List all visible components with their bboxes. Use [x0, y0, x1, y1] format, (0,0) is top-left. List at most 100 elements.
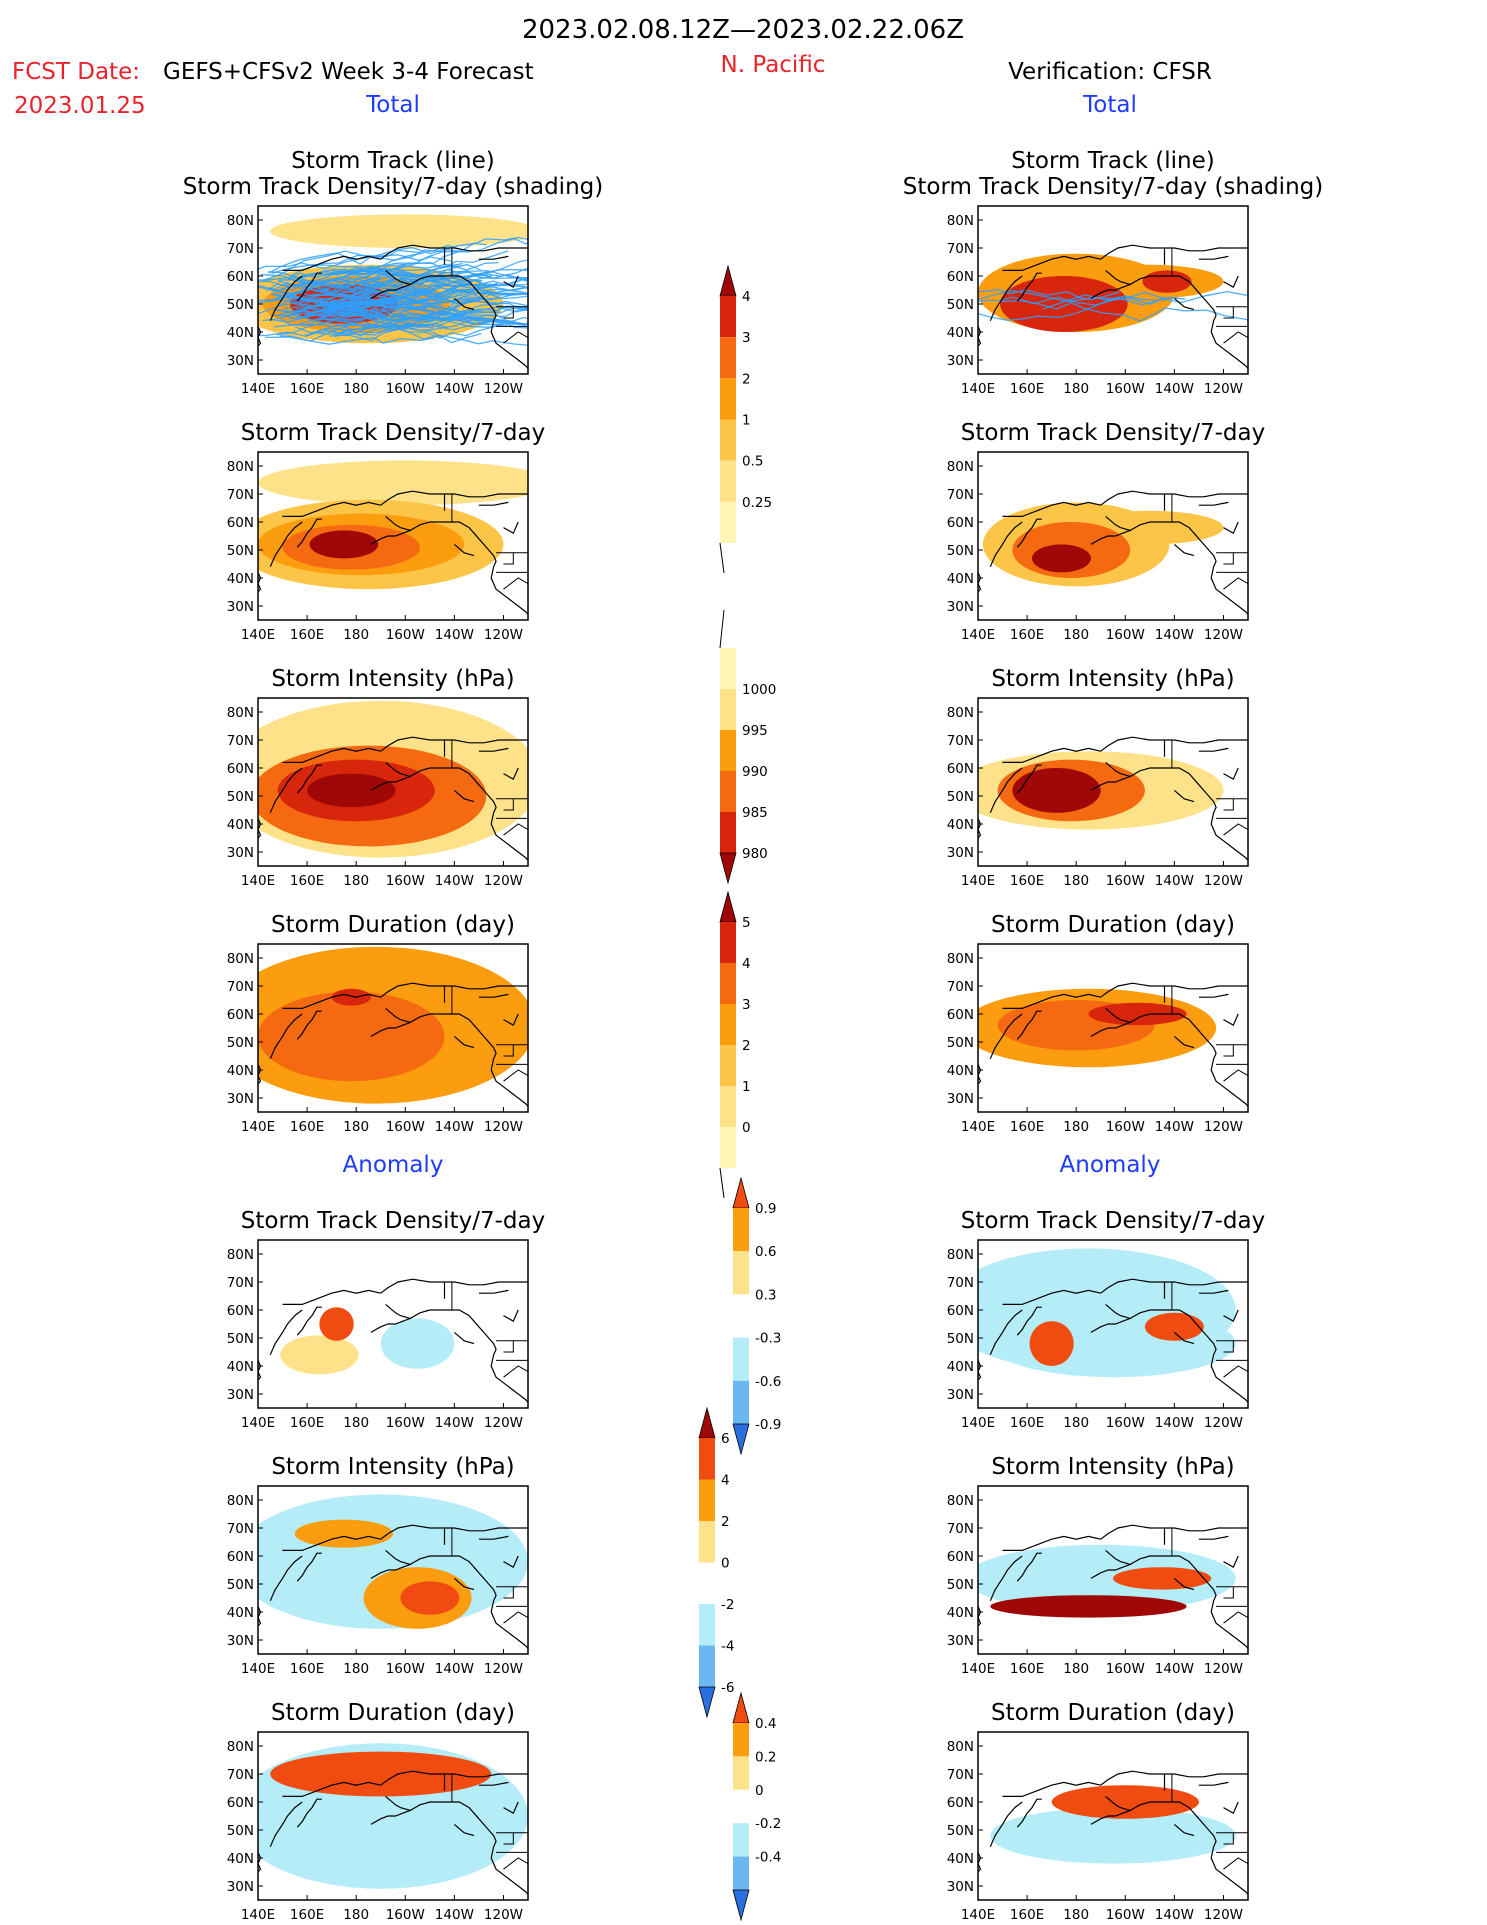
colorbar-level-label: 4 — [742, 956, 751, 972]
colorbar-swatch — [720, 963, 736, 1004]
storm-track-line — [325, 306, 528, 326]
colorbar-level-label: 5 — [742, 915, 751, 931]
colorbar-level-label: 995 — [742, 723, 768, 739]
lon-tick-label: 140E — [241, 873, 275, 889]
lon-tick-label: 140W — [1155, 1661, 1194, 1677]
map-frame — [257, 1239, 529, 1409]
coastline — [1016, 1010, 1042, 1040]
storm-track-line — [260, 273, 403, 285]
colorbar-level-label: 4 — [721, 1473, 730, 1489]
colorbar-swatch — [720, 378, 736, 420]
lon-tick-label: 160E — [1010, 1119, 1044, 1135]
lat-tick-label: 50N — [227, 1331, 254, 1347]
lon-tick-label: 120W — [484, 1661, 523, 1677]
panel-subtitle: Storm Track Density/7-day (shading) — [903, 174, 1323, 200]
lon-tick-label: 180 — [1063, 627, 1089, 643]
lat-tick-label: 30N — [947, 599, 974, 615]
coastline — [978, 1360, 982, 1381]
shading-blob-1 — [319, 1307, 354, 1341]
colorbar-arrow-top — [719, 264, 737, 297]
colorbar-level-label: 1000 — [742, 682, 776, 698]
section-total-left: Total — [365, 92, 420, 118]
lon-tick-label: 120W — [1204, 1415, 1243, 1431]
lat-tick-label: 50N — [227, 1823, 254, 1839]
coastline — [1002, 1289, 1101, 1305]
lat-tick-label: 80N — [227, 951, 254, 967]
lat-tick-label: 60N — [227, 515, 254, 531]
political-border — [503, 1832, 514, 1845]
storm-track-line — [291, 288, 460, 314]
lat-tick-label: 60N — [947, 761, 974, 777]
coastline — [1090, 1007, 1133, 1037]
colorbar-arrow-top — [732, 1691, 750, 1724]
lat-tick-label: 70N — [227, 1275, 254, 1291]
coastline — [370, 269, 413, 299]
map-frame — [257, 1731, 529, 1901]
coastline — [1223, 275, 1239, 289]
coastline — [1129, 1013, 1248, 1107]
map-panel-verif-anom-intensity: Storm Intensity (hPa) 80N 70N 60N 50N 40N 30N 1… — [947, 1454, 1249, 1677]
shading-blob-2 — [331, 988, 371, 1006]
lon-tick-label: 160E — [290, 1119, 324, 1135]
colorbar-level-label: 0.9 — [755, 1201, 776, 1217]
coastline — [380, 1278, 528, 1294]
lon-tick-label: 160W — [386, 1661, 425, 1677]
coastline — [1002, 1535, 1101, 1551]
lon-tick-label: 140W — [435, 1119, 474, 1135]
colorbar-swatch — [699, 1562, 715, 1604]
coastline — [1100, 736, 1248, 752]
coastline — [989, 1555, 1023, 1602]
lat-tick-label: 30N — [227, 1879, 254, 1895]
colorbar-arrow-top — [698, 1406, 716, 1439]
lon-tick-label: 180 — [1063, 381, 1089, 397]
map-frame — [257, 943, 529, 1113]
lat-tick-label: 30N — [227, 1091, 254, 1107]
lat-tick-label: 50N — [947, 543, 974, 559]
map-panel-forecast-intensity: Storm Intensity (hPa) 80N 70N 60N 50N 40N 30N 1… — [227, 666, 529, 889]
coastline — [1129, 521, 1248, 615]
period-title: 2023.02.08.12Z—2023.02.22.06Z — [522, 15, 964, 45]
lon-tick-label: 140E — [961, 873, 995, 889]
lon-tick-label: 160E — [1010, 627, 1044, 643]
coastline — [503, 275, 519, 289]
panel-subtitle: Storm Track Density/7-day (shading) — [183, 174, 603, 200]
section-anomaly-left: Anomaly — [343, 1152, 444, 1178]
colorbar-swatch — [699, 1521, 715, 1563]
political-border — [503, 306, 514, 319]
coastline — [380, 736, 528, 752]
coastline — [1100, 244, 1248, 260]
coastline — [1198, 747, 1229, 752]
shading-blob-1 — [1051, 1785, 1199, 1819]
coastline — [1090, 1549, 1133, 1579]
lon-tick-label: 160E — [1010, 1907, 1044, 1923]
storm-track-line — [317, 319, 528, 331]
coastline — [282, 1535, 381, 1551]
shading-blob-1 — [258, 991, 445, 1082]
lat-tick-label: 60N — [227, 761, 254, 777]
lon-tick-label: 160W — [1106, 1661, 1145, 1677]
political-border — [503, 331, 528, 344]
lat-tick-label: 60N — [947, 269, 974, 285]
coastline — [1198, 993, 1229, 998]
colorbar-swatch — [733, 1856, 749, 1890]
lon-tick-label: 180 — [343, 873, 369, 889]
lon-tick-label: 160E — [1010, 381, 1044, 397]
map-frame — [977, 1239, 1249, 1409]
lat-tick-label: 70N — [227, 241, 254, 257]
storm-track-line — [978, 288, 1121, 301]
coastline — [1174, 543, 1195, 557]
political-border — [1223, 798, 1234, 811]
forecast-title: GEFS+CFSv2 Week 3-4 Forecast — [163, 59, 534, 85]
colorbar-tail — [719, 609, 725, 649]
coastline — [296, 272, 322, 302]
lon-tick-label: 140W — [435, 1661, 474, 1677]
coastline — [258, 818, 262, 839]
coastline — [380, 1524, 528, 1540]
colorbar-arrow-bottom — [732, 1889, 750, 1922]
colorbar-level-label: 6 — [721, 1431, 730, 1447]
coastline — [989, 1013, 1023, 1060]
colorbar-swatch — [733, 1294, 749, 1338]
lat-tick-label: 40N — [947, 1605, 974, 1621]
colorbar-swatch — [733, 1208, 749, 1252]
lat-tick-label: 80N — [227, 213, 254, 229]
